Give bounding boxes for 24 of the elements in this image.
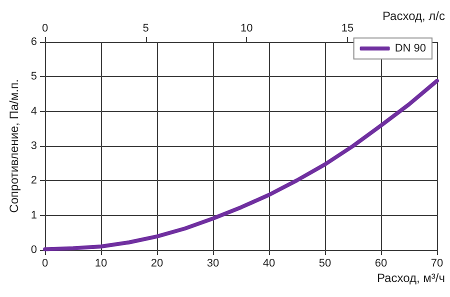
x-tick-label: 30: [206, 258, 220, 270]
y-tick-label: 3: [30, 140, 38, 152]
x-tick-label: 20: [150, 258, 164, 270]
y-tick-label: 4: [30, 105, 38, 118]
x-axis-title: Расход, м³/ч: [376, 271, 445, 285]
x2-tick-label: 5: [142, 22, 149, 34]
y-tick-label: 0: [30, 244, 38, 256]
x-tick-label: 10: [94, 258, 108, 270]
y-tick-label: 5: [30, 70, 38, 83]
y-tick-label: 2: [30, 174, 38, 187]
x-tick-label: 50: [318, 258, 332, 270]
x-tick-label: 70: [430, 258, 444, 270]
x2-tick-label: 10: [240, 22, 253, 34]
y-tick-label: 6: [30, 36, 38, 48]
y-tick-label: 1: [30, 209, 38, 222]
x2-axis-title: Расход, л/с: [382, 9, 445, 23]
x2-tick-label: 15: [341, 22, 354, 34]
y-axis-title: Сопротивление, Па/м.п.: [7, 79, 21, 213]
x-tick-label: 40: [262, 258, 276, 270]
line-series: [43, 78, 439, 252]
x2-tick-label: 0: [42, 22, 48, 34]
x-tick-label: 0: [42, 258, 48, 270]
x-tick-label: 60: [374, 258, 388, 270]
legend-label: DN 90: [394, 42, 426, 54]
